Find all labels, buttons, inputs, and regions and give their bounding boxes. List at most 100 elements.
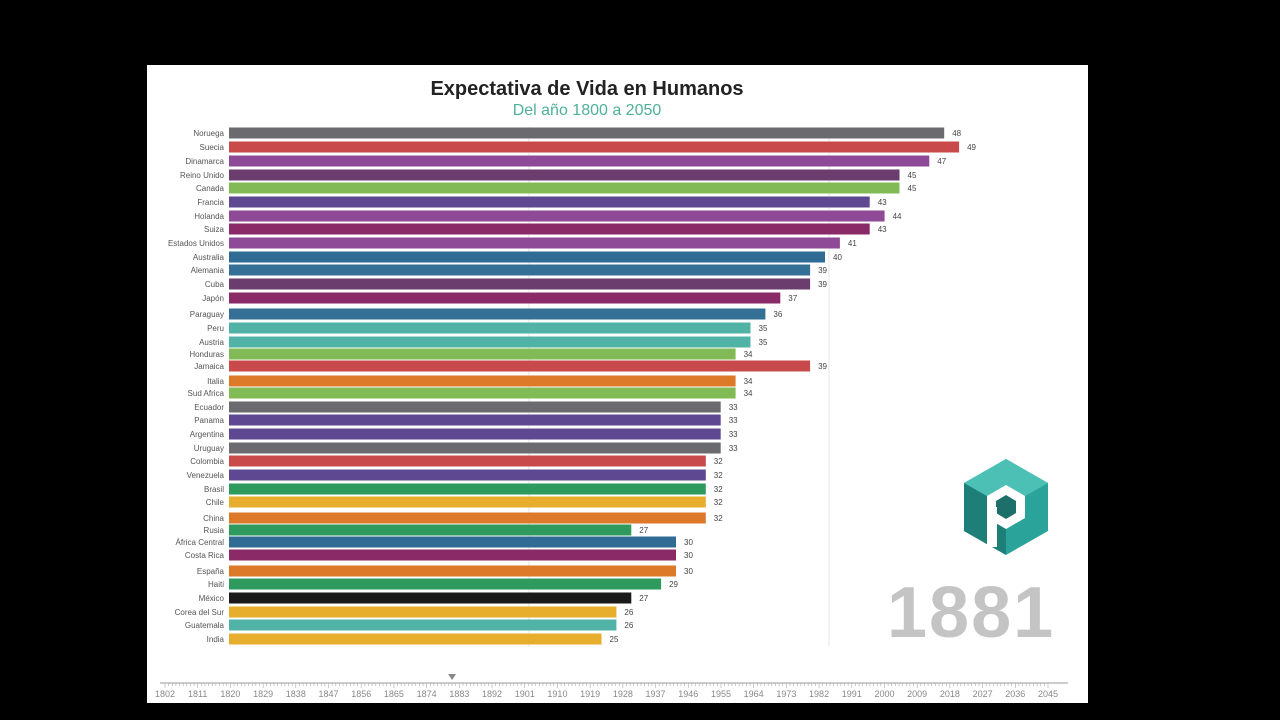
bar-Francia <box>229 196 870 208</box>
timeline-label: 2036 <box>1005 689 1025 699</box>
bar-label: Rusia <box>204 526 225 535</box>
bar-Austria <box>229 336 751 348</box>
value-label: 32 <box>714 471 723 480</box>
value-label: 36 <box>773 310 782 319</box>
timeline-label: 1865 <box>384 689 404 699</box>
timeline-label: 1928 <box>613 689 633 699</box>
timeline-label: 1829 <box>253 689 273 699</box>
bar-Canada <box>229 182 900 194</box>
timeline-label: 1910 <box>547 689 567 699</box>
bar-Reino Unido <box>229 169 900 181</box>
bar-Colombia <box>229 455 706 467</box>
value-label: 25 <box>610 635 619 644</box>
timeline-marker[interactable] <box>448 674 457 680</box>
bar-Peru <box>229 322 751 334</box>
bar-Chile <box>229 496 706 508</box>
timeline-label: 1892 <box>482 689 502 699</box>
bar-China <box>229 512 706 524</box>
bar-Australia <box>229 251 825 263</box>
timeline-label: 1982 <box>809 689 829 699</box>
bar-label: Holanda <box>194 212 224 221</box>
current-year: 1881 <box>887 573 1056 653</box>
bar-Corea del Sur <box>229 606 617 618</box>
bar-Honduras <box>229 348 736 360</box>
bar-label: Ecuador <box>194 403 224 412</box>
bar-Jamaica <box>229 360 811 372</box>
bar-Holanda <box>229 210 885 222</box>
bar-label: África Central <box>176 538 225 547</box>
timeline-label: 2027 <box>973 689 993 699</box>
value-label: 44 <box>893 212 902 221</box>
bar-label: Francia <box>197 198 224 207</box>
timeline-label: 2018 <box>940 689 960 699</box>
timeline-label: 1901 <box>515 689 535 699</box>
value-label: 34 <box>744 389 753 398</box>
bar-Venezuela <box>229 469 706 481</box>
bar-label: Italia <box>207 377 224 386</box>
bar-label: Haiti <box>208 580 224 589</box>
bar-label: Canada <box>196 184 225 193</box>
bar-label: Costa Rica <box>185 551 225 560</box>
value-label: 40 <box>833 253 842 262</box>
bar-label: México <box>199 594 225 603</box>
timeline-label: 1883 <box>449 689 469 699</box>
value-label: 26 <box>624 621 633 630</box>
bar-label: Austria <box>199 338 224 347</box>
bar-Alemania <box>229 264 811 276</box>
timeline-label: 1955 <box>711 689 731 699</box>
value-label: 33 <box>729 430 738 439</box>
value-label: 45 <box>908 171 917 180</box>
bar-label: Chile <box>206 498 225 507</box>
value-label: 39 <box>818 280 827 289</box>
value-label: 27 <box>639 594 648 603</box>
bar-Paraguay <box>229 308 766 320</box>
bar-label: Uruguay <box>194 444 224 453</box>
bar-Ecuador <box>229 401 721 413</box>
value-label: 35 <box>759 324 768 333</box>
bar-label: Reino Unido <box>180 171 225 180</box>
bar-label: Japón <box>202 294 224 303</box>
chart-subtitle: Del año 1800 a 2050 <box>512 102 662 119</box>
timeline-label: 1802 <box>155 689 175 699</box>
value-label: 30 <box>684 567 693 576</box>
bar-label: China <box>203 514 224 523</box>
value-label: 39 <box>818 266 827 275</box>
bar-label: Dinamarca <box>185 157 224 166</box>
value-label: 34 <box>744 377 753 386</box>
value-label: 48 <box>952 129 961 138</box>
bar-México <box>229 592 632 604</box>
bar-España <box>229 565 676 577</box>
value-label: 33 <box>729 403 738 412</box>
bar-Dinamarca <box>229 155 930 167</box>
bar-Brasil <box>229 483 706 495</box>
value-label: 30 <box>684 538 693 547</box>
bar-Noruega <box>229 127 945 139</box>
bar-Argentina <box>229 428 721 440</box>
timeline-label: 1811 <box>188 689 207 699</box>
bar-label: Colombia <box>190 457 224 466</box>
value-label: 34 <box>744 350 753 359</box>
bar-label: Argentina <box>190 430 225 439</box>
bar-label: Panama <box>194 416 224 425</box>
value-label: 32 <box>714 498 723 507</box>
bar-Italia <box>229 375 736 387</box>
timeline-label: 1874 <box>417 689 437 699</box>
value-label: 43 <box>878 198 887 207</box>
timeline-label: 2045 <box>1038 689 1058 699</box>
timeline-label: 1856 <box>351 689 371 699</box>
timeline-label: 1838 <box>286 689 306 699</box>
bar-Uruguay <box>229 442 721 454</box>
bar-Estados Unidos <box>229 237 840 249</box>
value-label: 32 <box>714 457 723 466</box>
bar-label: Jamaica <box>194 362 224 371</box>
value-label: 43 <box>878 225 887 234</box>
value-label: 39 <box>818 362 827 371</box>
bar-Guatemala <box>229 619 617 631</box>
bar-Sud Africa <box>229 387 736 399</box>
value-label: 35 <box>759 338 768 347</box>
value-label: 37 <box>788 294 797 303</box>
bar-India <box>229 633 602 645</box>
value-label: 30 <box>684 551 693 560</box>
bar-label: Alemania <box>191 266 225 275</box>
